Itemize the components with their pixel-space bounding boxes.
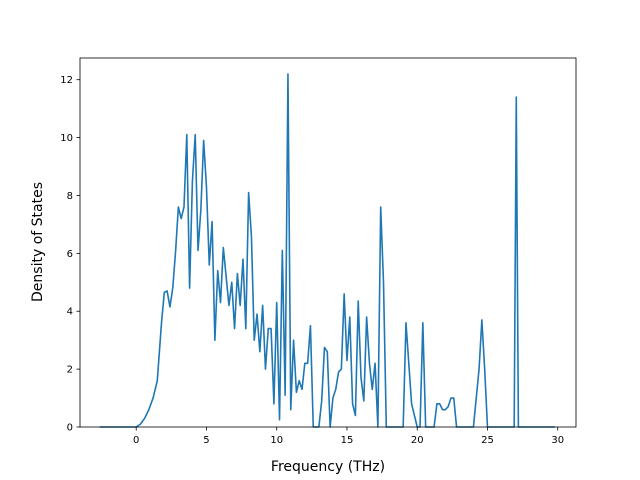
y-tick-label: 6 (67, 249, 73, 260)
y-tick-label: 10 (60, 133, 73, 144)
x-axis-label: Frequency (THz) (271, 459, 385, 475)
x-tick-label: 15 (341, 435, 354, 446)
axes-frame (79, 57, 577, 428)
x-tick-label: 30 (551, 435, 564, 446)
axes-layer: 0 5 10 15 20 25 30 0 2 4 6 8 10 12 (60, 57, 577, 446)
plot-layer (99, 73, 555, 428)
x-tick-label: 5 (203, 435, 209, 446)
y-tick-label: 2 (67, 365, 73, 376)
y-tick-label: 8 (67, 191, 73, 202)
y-tick-label: 12 (60, 75, 73, 86)
y-tick-label: 4 (67, 307, 73, 318)
y-tick-label: 0 (67, 423, 73, 434)
series-line-dos (99, 73, 555, 428)
x-tick-label: 20 (411, 435, 424, 446)
x-tick-label: 0 (133, 435, 139, 446)
y-axis-label: Density of States (30, 182, 46, 302)
x-tick-label: 10 (270, 435, 283, 446)
x-tick-label: 25 (481, 435, 494, 446)
